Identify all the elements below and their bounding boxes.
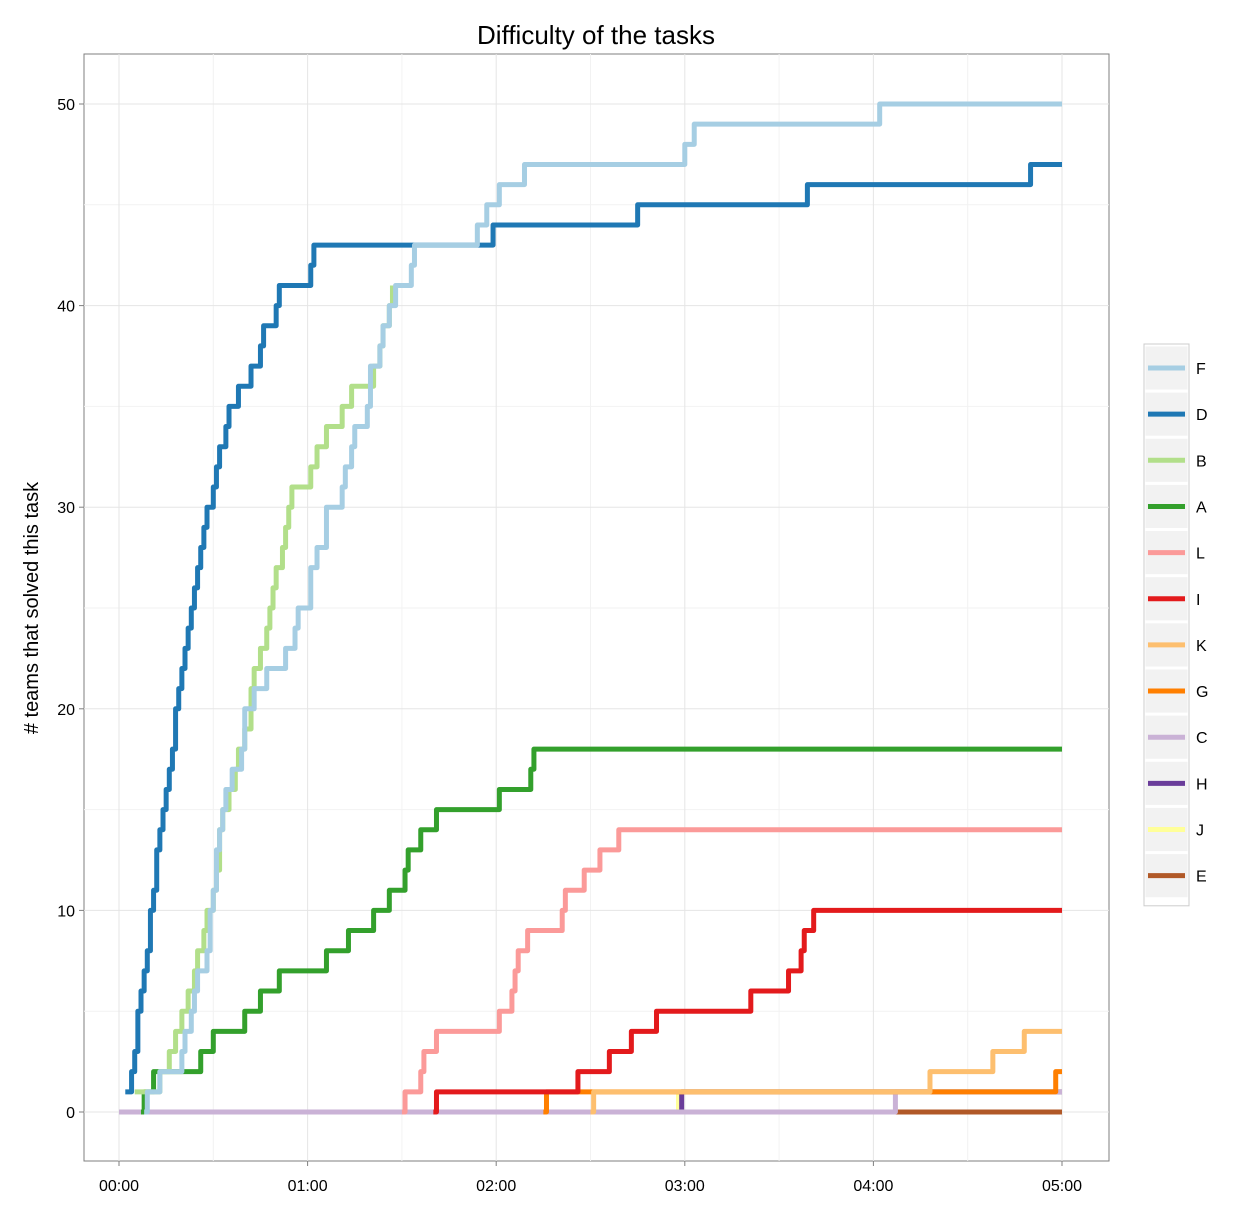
x-tick-label: 05:00 — [1042, 1178, 1082, 1195]
y-tick-label: 30 — [57, 500, 75, 517]
legend-label-I: I — [1196, 592, 1200, 609]
x-tick-label: 01:00 — [288, 1178, 328, 1195]
y-axis-title: # teams that solved this task — [21, 481, 43, 734]
legend-label-D: D — [1196, 407, 1208, 424]
legend-label-B: B — [1196, 453, 1207, 470]
legend-label-C: C — [1196, 730, 1208, 747]
series-line-I — [433, 907, 1062, 1115]
x-tick-label: 04:00 — [853, 1178, 893, 1195]
y-tick-label: 50 — [57, 97, 75, 114]
plot-area — [83, 53, 1110, 1162]
series-line-A — [141, 746, 1062, 1115]
legend-label-G: G — [1196, 684, 1208, 701]
legend-label-L: L — [1196, 546, 1205, 563]
y-tick-label: 0 — [66, 1105, 75, 1122]
series-line-K — [590, 1028, 1062, 1115]
y-tick-label: 20 — [57, 702, 75, 719]
legend-label-K: K — [1196, 638, 1207, 655]
legend-label-A: A — [1196, 499, 1207, 516]
legend-label-J: J — [1196, 823, 1204, 840]
chart-title: Difficulty of the tasks — [477, 20, 715, 50]
series-line-D — [125, 161, 1062, 1095]
legend-label-H: H — [1196, 776, 1208, 793]
series-line-F — [144, 101, 1062, 1115]
legend-label-E: E — [1196, 869, 1207, 886]
y-axis: 0 10 20 30 40 50 — [57, 97, 84, 1122]
x-tick-label: 00:00 — [99, 1178, 139, 1195]
x-tick-label: 02:00 — [476, 1178, 516, 1195]
legend: F D B A L I K G C H J E — [1143, 343, 1208, 907]
x-axis: 00:00 01:00 02:00 03:00 04:00 05:00 — [99, 1161, 1082, 1195]
y-tick-label: 40 — [57, 299, 75, 316]
legend-label-F: F — [1196, 361, 1206, 378]
series-line-L — [401, 827, 1062, 1115]
y-tick-label: 10 — [57, 903, 75, 920]
x-tick-label: 03:00 — [665, 1178, 705, 1195]
series-line-G — [543, 1069, 1062, 1115]
